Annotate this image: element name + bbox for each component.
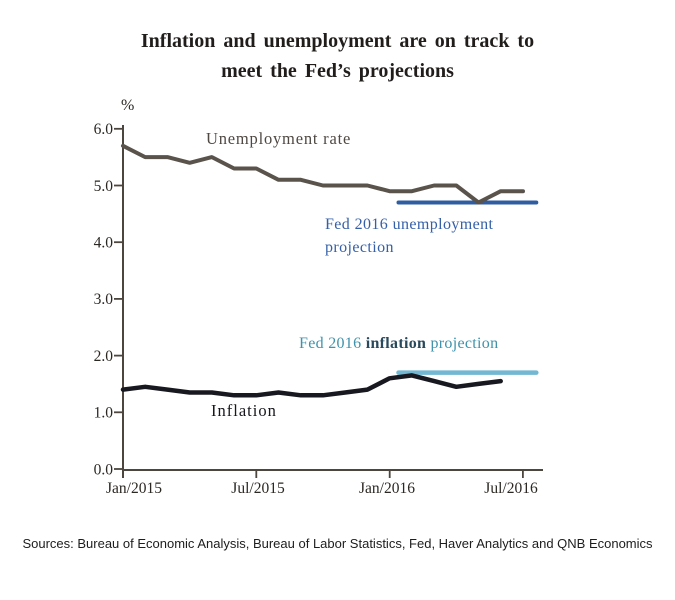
y-tick-label: 1.0 [94,405,114,422]
inflation-line [120,373,503,398]
y-tick-label: 2.0 [94,348,114,365]
y-tick-label: 3.0 [94,291,114,308]
chart-title-line1: Inflation and unemployment are on track … [140,30,535,52]
y-tick-label: 4.0 [94,235,114,252]
fed-unemployment-projection-label: Fed 2016 unemployment projection [325,216,494,257]
unemployment-rate-label: Unemployment rate [206,129,352,148]
inflation-label: Inflation [211,401,277,420]
y-tick-label: 5.0 [94,178,114,195]
y-tick-label: 0.0 [94,462,114,479]
sources-note: Sources: Bureau of Economic Analysis, Bu… [22,536,653,551]
unemployment-line [121,143,525,205]
chart-title-line2: meet the Fed’s projections [221,60,454,82]
axes [122,125,543,478]
fed-inflation-projection-label-part3: projection [426,335,499,352]
fed-inflation-projection-label-part2: inflation [365,335,427,352]
fed-inflation-projection-label-part1: Fed 2016 [299,335,366,352]
chart-title: Inflation and unemployment are on track … [0,26,675,86]
y-tick-marks [114,127,122,470]
x-tick-labels: Jan/2015 Jul/2015 Jan/2016 Jul/2016 [106,480,538,497]
x-tick-label: Jan/2016 [359,480,415,497]
x-tick-label: Jul/2015 [231,480,285,497]
x-tick-marks [255,470,524,478]
fed-inflation-projection-label: Fed 2016 inflation projection [299,335,498,353]
y-tick-labels: 6.0 5.0 4.0 3.0 2.0 1.0 0.0 [94,121,114,479]
x-tick-label: Jan/2015 [106,480,162,497]
x-tick-label: Jul/2016 [484,480,538,497]
y-axis-unit-label: % [121,97,134,114]
y-tick-label: 6.0 [94,121,114,138]
